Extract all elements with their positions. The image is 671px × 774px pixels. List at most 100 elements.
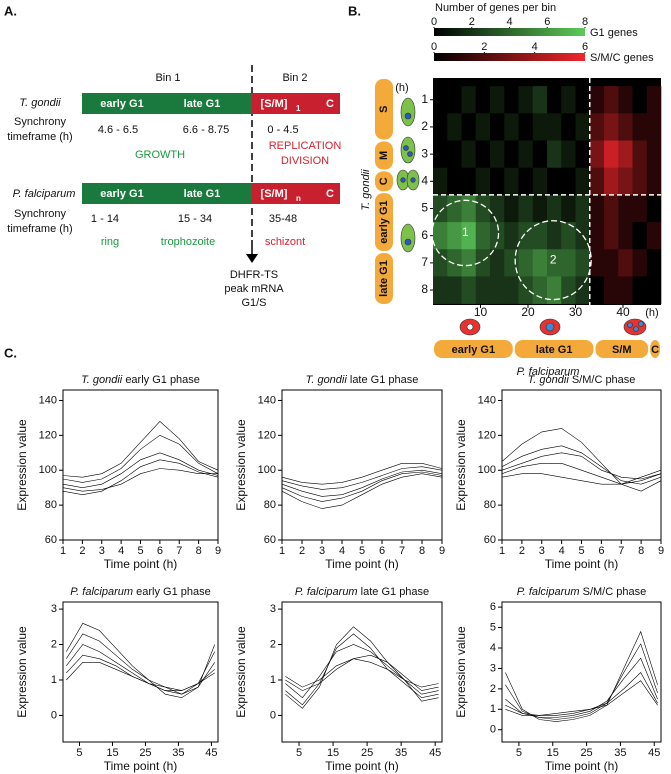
y-tick-label: 120 (258, 429, 276, 441)
chart-title: P. falciparum early G1 phase (70, 586, 210, 598)
heat-cell (604, 194, 619, 223)
timeframe: 0 - 4.5 (267, 124, 298, 136)
bin-label: Bin 1 (155, 72, 180, 84)
heat-cell (447, 113, 462, 141)
heat-cell (589, 249, 605, 277)
heat-cell (589, 86, 605, 114)
heat-cell (632, 194, 648, 223)
heat-cell (475, 222, 491, 250)
phase-pill (375, 79, 393, 140)
species: T. gondii (19, 97, 61, 109)
y-tick-label: 0 (51, 709, 57, 721)
heat-cell (547, 140, 562, 169)
y-tick-label: 1 (51, 674, 57, 686)
heat-cell (575, 140, 591, 169)
phase-label: C (378, 177, 390, 185)
x-tick-label: 25 (361, 747, 373, 759)
heat-cell (504, 249, 519, 277)
sync-label: timeframe (h) (7, 131, 72, 143)
phase-label: M (378, 151, 390, 160)
note: ring (101, 236, 119, 248)
panel-label: C. (4, 345, 17, 360)
heat-cell (518, 113, 534, 141)
heat-cell (433, 276, 448, 304)
timeframe: 1 - 14 (91, 213, 119, 225)
colorbar-tick-label: 4 (506, 16, 512, 28)
y-tick-label: 60 (45, 534, 57, 546)
x-tick-label: 2 (79, 545, 85, 557)
legend-title: Number of genes per bin (435, 2, 556, 14)
y-tick-label: 140 (258, 394, 276, 406)
y-axis-label: Expression value (15, 626, 29, 718)
phase-label: S (378, 106, 390, 113)
heat-cell (632, 276, 648, 304)
heat-cell (618, 276, 633, 304)
x-tick-label: 5 (76, 747, 82, 759)
heat-cell (561, 113, 576, 141)
x-tick-label: 4 (118, 545, 124, 557)
heat-cell (532, 86, 548, 114)
heat-cell (632, 140, 648, 169)
segment-label: C (326, 188, 334, 200)
x-tick-label: 25 (139, 747, 151, 759)
heat-cell (504, 222, 519, 250)
x-tick-label: 15 (547, 747, 559, 759)
note: DIVISION (281, 155, 329, 167)
x-tick-label: 6 (379, 545, 385, 557)
heat-cell (575, 86, 591, 114)
y-axis-label: Expression value (234, 626, 248, 718)
heat-cell (589, 276, 605, 304)
phase-pill (375, 193, 393, 251)
x-axis-label: Time point (h) (104, 557, 178, 571)
heat-cell (490, 276, 505, 304)
phase-pill (375, 141, 393, 170)
note: schizont (265, 236, 305, 248)
x-tick-label: 5 (296, 747, 302, 759)
heat-cell (604, 113, 619, 141)
subscript: 1 (296, 104, 301, 113)
plot-frame (281, 389, 443, 541)
y-tick-label: 2 (421, 119, 428, 133)
heat-cell (475, 276, 491, 304)
heat-cell (461, 249, 477, 277)
heat-cell (475, 167, 491, 196)
expression-line (281, 473, 443, 509)
x-tick-label: 3 (539, 545, 545, 557)
phase-label: C (651, 344, 659, 356)
x-tick-label: 1 (60, 545, 66, 557)
heat-cell (575, 249, 591, 277)
x-tick-label: 9 (439, 545, 445, 557)
heat-cell (518, 222, 534, 250)
x-tick-label: 40 (616, 305, 630, 319)
heat-cell (461, 167, 477, 196)
heat-cell (604, 140, 619, 169)
y-tick-label: 80 (45, 499, 57, 511)
heat-cell (561, 249, 576, 277)
y-tick-label: 5 (421, 201, 428, 215)
heat-cell (518, 86, 534, 114)
cluster-circle (514, 220, 592, 301)
heat-cell (589, 222, 605, 250)
arrow-head (246, 254, 258, 263)
species: P. falciparum (13, 188, 76, 200)
colorbar-tick-label: 2 (481, 41, 487, 53)
heat-cell (475, 113, 491, 141)
heat-cell (532, 167, 548, 196)
expression-line (66, 633, 215, 695)
heat-cell (532, 276, 548, 304)
heat-cell (547, 276, 562, 304)
heat-cell (475, 140, 491, 169)
heat-cell (618, 249, 633, 277)
expression-line (62, 459, 219, 496)
legend-label: G1 genes (590, 27, 638, 39)
heat-cell (490, 86, 505, 114)
sync-label: Synchrony (14, 116, 66, 128)
expression-line (505, 643, 658, 720)
timeframe: 6.6 - 8.75 (183, 124, 229, 136)
x-tick-label: 1 (279, 545, 285, 557)
heat-cell (604, 276, 619, 304)
expression-line (501, 469, 662, 485)
phase-pill (514, 340, 594, 358)
chart-title: T. gondii early G1 phase (81, 374, 200, 386)
